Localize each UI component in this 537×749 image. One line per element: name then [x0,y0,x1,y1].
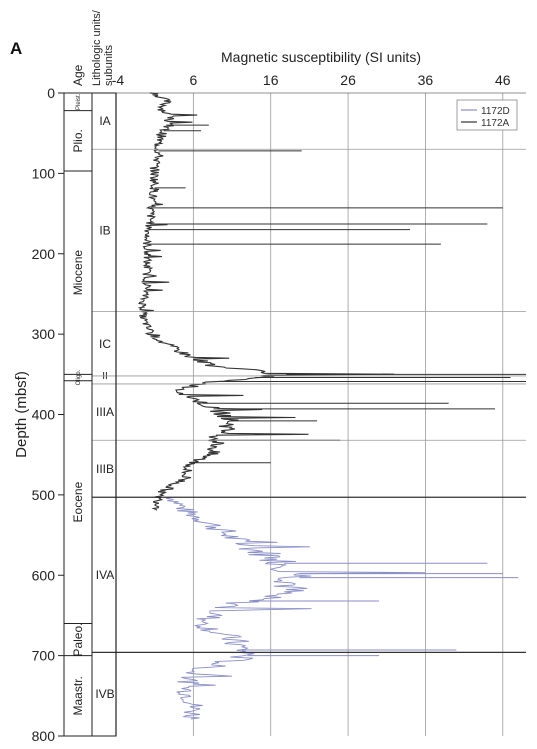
unit-label: IVB [95,687,114,701]
x-tick-label: 36 [418,72,434,88]
y-tick-label: 800 [32,728,56,744]
series-line-1172A [137,92,395,511]
unit-label: IB [99,223,110,237]
y-tick-label: 200 [32,246,56,262]
legend-label: 1172D [481,106,510,117]
y-tick-label: 500 [32,487,56,503]
age-label: Plio. [71,129,85,152]
chart-title: Magnetic susceptibility (SI units) [221,49,421,65]
y-tick-label: 100 [32,165,56,181]
age-label: Maastr. [71,676,85,715]
x-tick-label: 16 [263,72,279,88]
age-label: Eocene [71,481,85,522]
y-axis-label: Depth (mbsf) [13,371,30,458]
series-line-1172D [166,496,426,720]
y-tick-label: 0 [47,85,55,101]
y-tick-label: 400 [32,407,56,423]
x-tick-label: 26 [340,72,356,88]
unit-label: IVA [96,568,114,582]
unit-label: IIIA [96,405,114,419]
x-tick-label: 6 [189,72,197,88]
age-label: Paleo. [71,623,85,657]
legend-label: 1172A [481,118,510,129]
age-label: Miocene [71,250,85,296]
x-tick-label: 46 [495,72,511,88]
panel-label: A [10,39,22,58]
y-tick-label: 700 [32,648,56,664]
x-tick-label: -4 [112,72,125,88]
unit-label: IIIB [96,462,114,476]
lithologic-header-line1: Lithologic units/ [91,9,103,86]
unit-label: IA [99,114,110,128]
age-label: Oligo. [76,369,82,385]
unit-label: IC [99,337,111,351]
y-tick-label: 300 [32,326,56,342]
unit-label: II [102,371,108,382]
y-tick-label: 600 [32,567,56,583]
lithologic-header-line2: subunits [103,45,115,86]
age-label: Pleist. [76,93,82,110]
legend-box [456,99,518,131]
age-column-header: Age [71,64,85,86]
